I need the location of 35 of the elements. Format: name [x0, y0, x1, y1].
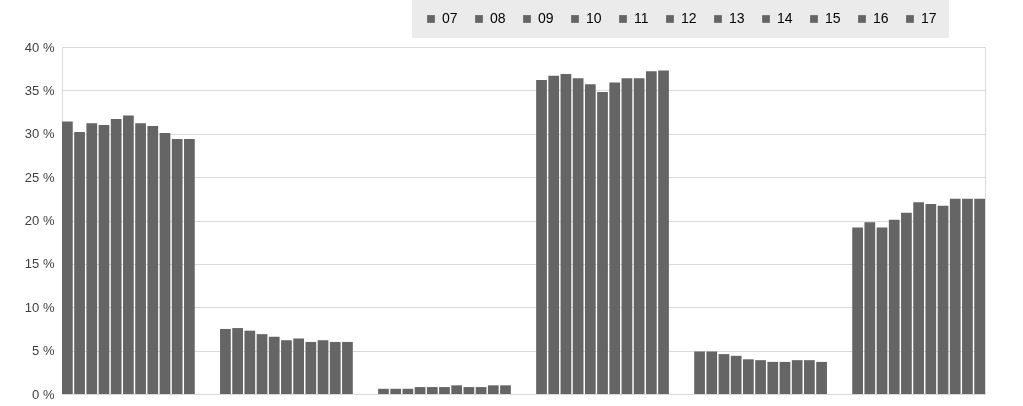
bar	[572, 78, 584, 394]
y-tick-label: 15 %	[24, 256, 55, 272]
y-tick-label: 20 %	[24, 213, 55, 228]
legend-label: 16	[873, 10, 889, 26]
bar	[463, 387, 475, 394]
y-tick-label: 35 %	[24, 82, 55, 98]
y-tick-label: 0 %	[32, 386, 55, 402]
bar	[256, 334, 268, 394]
legend-label: 12	[681, 10, 697, 26]
legend-label: 13	[729, 10, 745, 26]
bar	[560, 73, 572, 394]
y-tick-label: 40 %	[24, 39, 55, 55]
bar	[633, 78, 645, 394]
legend-label: 14	[777, 10, 793, 26]
bar	[317, 340, 329, 394]
bar	[718, 354, 730, 394]
y-tick-label: 5 %	[32, 343, 55, 359]
legend-label: 09	[538, 10, 554, 26]
y-tick-label: 10 %	[24, 299, 55, 315]
bar	[937, 205, 949, 394]
bar	[876, 227, 888, 394]
legend-label: 11	[634, 10, 649, 26]
bar	[621, 78, 633, 394]
bar	[475, 387, 487, 394]
legend-label: 08	[490, 10, 506, 26]
legend-label: 15	[825, 10, 841, 26]
legend-label: 07	[442, 10, 458, 26]
bar	[98, 125, 110, 394]
y-tick-label: 25 %	[24, 169, 55, 185]
legend-label: 10	[586, 10, 602, 26]
legend-label: 17	[921, 10, 937, 26]
bar	[159, 132, 171, 394]
bar	[414, 387, 426, 394]
bar	[779, 361, 791, 394]
y-tick-label: 30 %	[24, 126, 55, 142]
